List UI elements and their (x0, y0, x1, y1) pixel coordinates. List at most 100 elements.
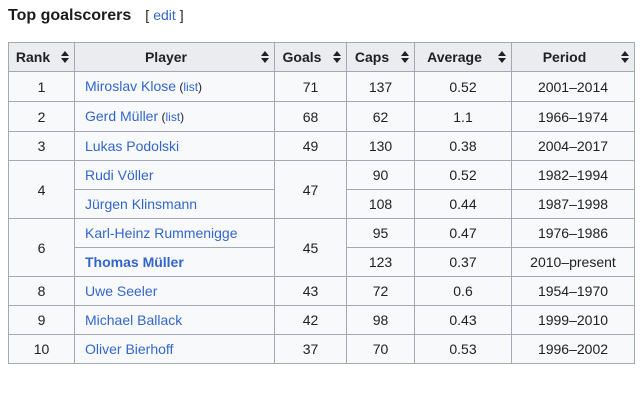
player-cell: Lukas Podolski (74, 131, 275, 161)
column-header-rank[interactable]: Rank (8, 42, 75, 72)
player-link[interactable]: Karl-Heinz Rummenigge (85, 225, 238, 241)
edit-link[interactable]: edit (153, 7, 176, 23)
player-link[interactable]: Lukas Podolski (85, 138, 180, 154)
table-row: 2 Gerd Müller (list) 68 62 1.1 1966–1974 (8, 101, 635, 132)
average-cell: 0.6 (414, 276, 512, 306)
list-link[interactable]: list (165, 110, 181, 124)
sort-icon (498, 51, 506, 63)
player-cell: Uwe Seeler (74, 276, 275, 306)
column-header-average[interactable]: Average (414, 42, 512, 72)
period-cell: 2001–2014 (511, 71, 635, 102)
section-heading: Top goalscorers [edit] (8, 5, 633, 26)
player-link[interactable]: Gerd Müller (85, 108, 159, 124)
table-body: 1 Miroslav Klose (list) 71 137 0.52 2001–2014… (8, 71, 635, 364)
caps-cell: 137 (346, 71, 415, 102)
period-cell: 1999–2010 (511, 305, 635, 335)
average-cell: 0.44 (414, 189, 512, 219)
average-cell: 0.52 (414, 160, 512, 190)
column-header-average-label: Average (427, 49, 482, 65)
player-cell: Rudi Völler (74, 160, 275, 190)
average-cell: 0.47 (414, 218, 512, 248)
goals-cell: 45 (274, 218, 347, 277)
goals-cell: 43 (274, 276, 347, 306)
table-row: 1 Miroslav Klose (list) 71 137 0.52 2001–2014 (8, 71, 635, 102)
column-header-period-label: Period (542, 49, 587, 65)
average-cell: 0.43 (414, 305, 512, 335)
player-link[interactable]: Rudi Völler (85, 167, 154, 183)
caps-cell: 108 (346, 189, 415, 219)
column-header-goals[interactable]: Goals (274, 42, 347, 72)
player-link[interactable]: Oliver Bierhoff (85, 341, 174, 357)
column-header-player[interactable]: Player (74, 42, 275, 72)
player-cell: Thomas Müller (74, 247, 275, 277)
goalscorers-table: Rank Player Goals Caps Average (8, 42, 635, 364)
caps-cell: 130 (346, 131, 415, 161)
player-link[interactable]: Thomas Müller (85, 254, 184, 270)
table-row: 9 Michael Ballack 42 98 0.43 1999–2010 (8, 305, 635, 335)
edit-section: [edit] (145, 7, 183, 23)
player-cell: Michael Ballack (74, 305, 275, 335)
player-link[interactable]: Jürgen Klinsmann (85, 196, 198, 212)
column-header-rank-label: Rank (15, 49, 51, 65)
header-row: Rank Player Goals Caps Average (8, 42, 635, 72)
list-link[interactable]: list (183, 80, 199, 94)
caps-cell: 95 (346, 218, 415, 248)
player-cell: Karl-Heinz Rummenigge (74, 218, 275, 248)
edit-bracket-open: [ (145, 7, 150, 23)
sort-icon (621, 51, 629, 63)
goals-cell: 71 (274, 71, 347, 102)
edit-bracket-close: ] (179, 7, 184, 23)
table-row: 8 Uwe Seeler 43 72 0.6 1954–1970 (8, 276, 635, 306)
rank-cell: 10 (8, 334, 75, 364)
goals-cell: 47 (274, 160, 347, 219)
player-cell: Oliver Bierhoff (74, 334, 275, 364)
caps-cell: 62 (346, 101, 415, 132)
table-row: 6 Karl-Heinz Rummenigge 45 95 0.47 1976–1986 (8, 218, 635, 277)
caps-cell: 123 (346, 247, 415, 277)
table-row: 4 Rudi Völler 47 90 0.52 1982–1994 (8, 160, 635, 219)
rank-cell: 4 (8, 160, 75, 219)
player-cell: Miroslav Klose (list) (74, 71, 275, 102)
sort-icon (261, 51, 269, 63)
goals-cell: 68 (274, 101, 347, 132)
rank-cell: 3 (8, 131, 75, 161)
caps-cell: 72 (346, 276, 415, 306)
player-cell: Jürgen Klinsmann (74, 189, 275, 219)
caps-cell: 98 (346, 305, 415, 335)
caps-cell: 90 (346, 160, 415, 190)
player-cell: Gerd Müller (list) (74, 101, 275, 132)
list-note: (list) (158, 110, 185, 124)
average-cell: 0.37 (414, 247, 512, 277)
sort-icon (401, 51, 409, 63)
goals-cell: 42 (274, 305, 347, 335)
caps-cell: 70 (346, 334, 415, 364)
list-note: (list) (176, 80, 203, 94)
column-header-caps[interactable]: Caps (346, 42, 415, 72)
sort-icon (333, 51, 341, 63)
column-header-period[interactable]: Period (511, 42, 635, 72)
period-cell: 1987–1998 (511, 189, 635, 219)
table-row: Thomas Müller 123 0.37 2010–present (9, 247, 635, 277)
column-header-caps-label: Caps (354, 49, 390, 65)
rank-cell: 8 (8, 276, 75, 306)
period-cell: 1996–2002 (511, 334, 635, 364)
column-header-goals-label: Goals (282, 49, 322, 65)
period-cell: 1982–1994 (511, 160, 635, 190)
period-cell: 2004–2017 (511, 131, 635, 161)
period-cell: 2010–present (511, 247, 635, 277)
goals-cell: 49 (274, 131, 347, 161)
rank-cell: 1 (8, 71, 75, 102)
player-link[interactable]: Uwe Seeler (85, 283, 158, 299)
sort-icon (61, 51, 69, 63)
period-cell: 1954–1970 (511, 276, 635, 306)
rank-cell: 2 (8, 101, 75, 132)
rank-cell: 9 (8, 305, 75, 335)
period-cell: 1966–1974 (511, 101, 635, 132)
player-link[interactable]: Miroslav Klose (85, 78, 177, 94)
player-link[interactable]: Michael Ballack (85, 312, 183, 328)
rank-cell: 6 (8, 218, 75, 277)
period-cell: 1976–1986 (511, 218, 635, 248)
section-title: Top goalscorers (8, 7, 132, 24)
average-cell: 0.53 (414, 334, 512, 364)
table-row: Jürgen Klinsmann 108 0.44 1987–1998 (9, 189, 635, 219)
